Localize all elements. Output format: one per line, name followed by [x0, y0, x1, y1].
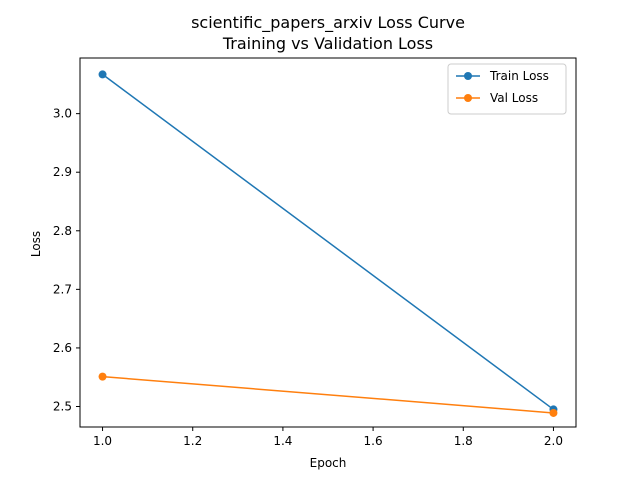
train-loss-legend-label: Train Loss — [489, 69, 549, 83]
val-loss-point — [98, 372, 107, 381]
x-axis-ticks: 1.0 1.2 1.4 1.6 1.8 2.0 — [93, 427, 563, 448]
axes-frame — [79, 57, 577, 428]
y-tick-label: 2.5 — [53, 400, 72, 414]
series-layer — [98, 70, 558, 417]
val-loss-legend-label: Val Loss — [490, 91, 538, 105]
val-loss-point — [549, 408, 558, 417]
train-loss-point — [98, 70, 107, 79]
val-loss-line — [102, 375, 554, 414]
val-loss-legend-marker — [464, 94, 472, 102]
y-tick-label: 2.9 — [53, 165, 72, 179]
y-tick-label: 3.0 — [53, 107, 72, 121]
x-tick-label: 1.6 — [364, 434, 383, 448]
chart-subtitle: Training vs Validation Loss — [222, 34, 433, 53]
y-tick-label: 2.8 — [53, 224, 72, 238]
plot-area — [79, 57, 577, 428]
x-tick-label: 1.4 — [273, 434, 292, 448]
y-tick-label: 2.7 — [53, 282, 72, 296]
x-tick-label: 1.0 — [93, 434, 112, 448]
x-axis-label: Epoch — [310, 456, 347, 470]
chart-title: scientific_papers_arxiv Loss Curve — [191, 13, 465, 33]
y-axis-label: Loss — [29, 231, 43, 257]
x-tick-label: 2.0 — [544, 434, 563, 448]
train-loss-line — [102, 73, 554, 411]
x-tick-label: 1.8 — [454, 434, 473, 448]
x-tick-label: 1.2 — [183, 434, 202, 448]
y-axis-ticks: 2.5 2.6 2.7 2.8 2.9 3.0 — [53, 107, 80, 414]
train-loss-legend-marker — [464, 72, 472, 80]
legend: Train Loss Val Loss — [447, 63, 567, 115]
y-tick-label: 2.6 — [53, 341, 72, 355]
